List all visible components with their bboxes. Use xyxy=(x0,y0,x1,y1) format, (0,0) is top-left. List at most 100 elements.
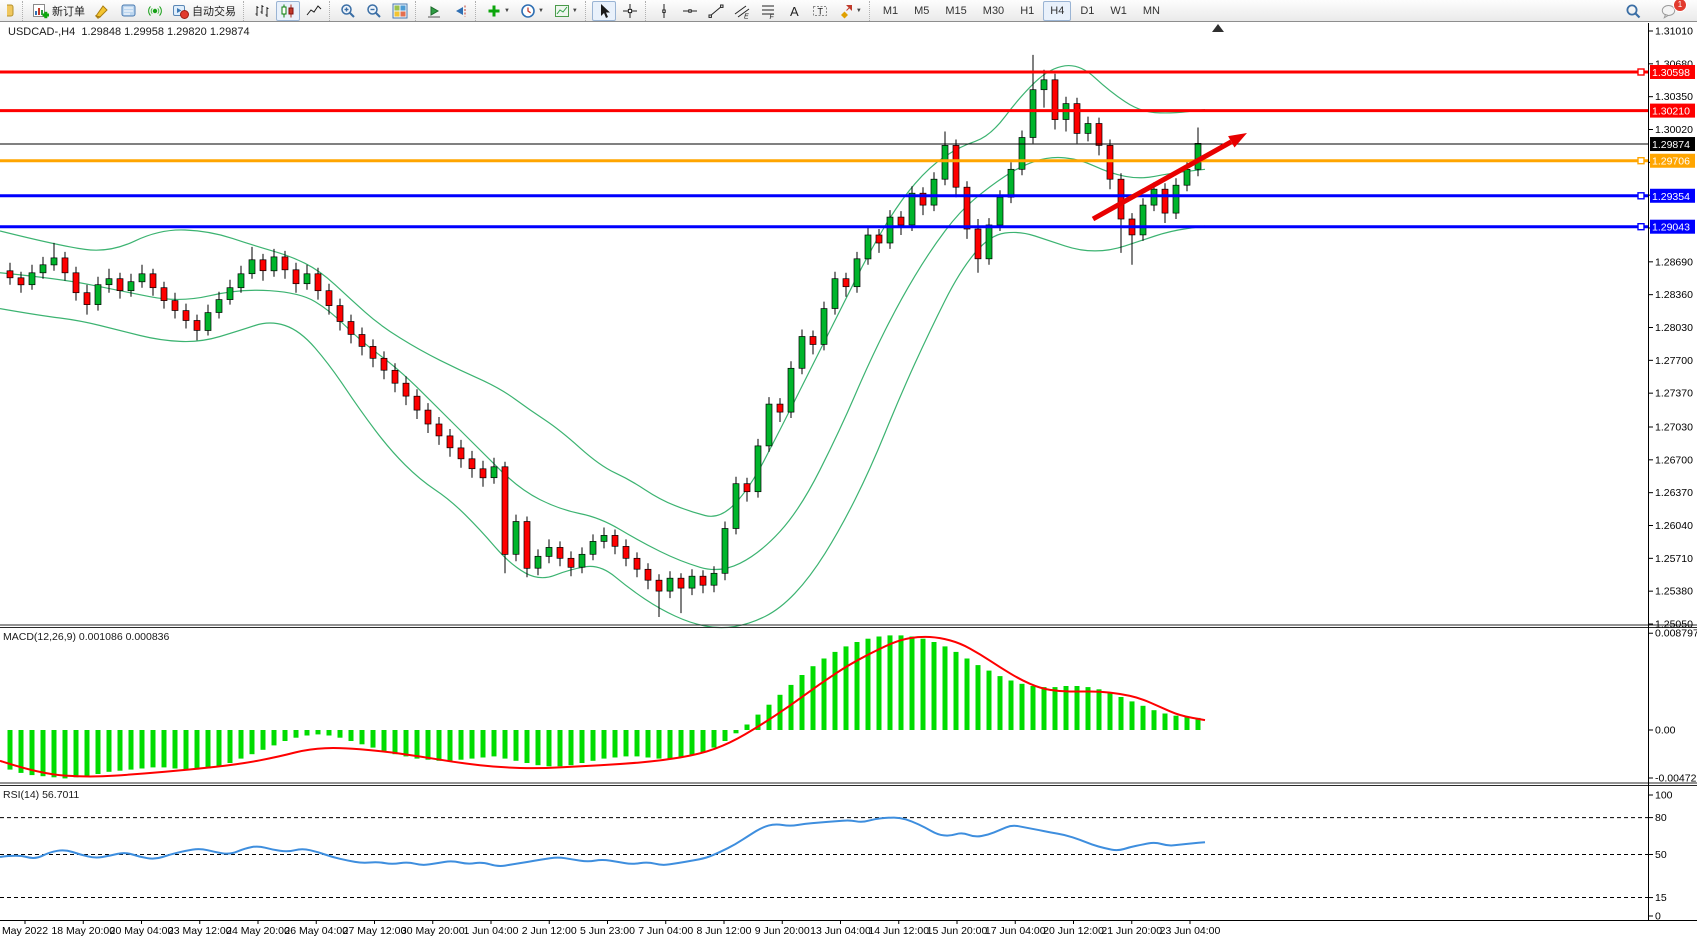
svg-text:1.27030: 1.27030 xyxy=(1655,421,1693,433)
price-tag-1.30210 xyxy=(1650,103,1695,118)
svg-text:100: 100 xyxy=(1655,790,1673,802)
text-button[interactable]: A xyxy=(782,1,806,21)
svg-text:2 Jun 12:00: 2 Jun 12:00 xyxy=(522,925,577,937)
market-watch-button[interactable] xyxy=(117,1,141,21)
crosshair-button[interactable] xyxy=(618,1,642,21)
timeframe-m30-button[interactable]: M30 xyxy=(982,4,1005,17)
svg-text:1 Jun 04:00: 1 Jun 04:00 xyxy=(464,925,519,937)
auto-trading-button[interactable]: 自动交易 xyxy=(169,1,240,21)
level-anchor-marker xyxy=(1637,192,1645,200)
svg-text:18 May 20:00: 18 May 20:00 xyxy=(51,925,115,937)
templates-icon xyxy=(554,3,570,19)
svg-text:1.31010: 1.31010 xyxy=(1655,26,1693,38)
macd-pane xyxy=(0,635,1206,779)
level-anchor-marker xyxy=(1637,222,1645,231)
dropdown-caret-icon: ▼ xyxy=(855,7,862,14)
svg-text:0: 0 xyxy=(1655,911,1661,923)
tile-windows-button[interactable] xyxy=(388,1,412,21)
timeframe-h1-button[interactable]: H1 xyxy=(1020,4,1035,17)
candlestick-chart-button[interactable] xyxy=(276,0,300,21)
signals-button[interactable] xyxy=(143,1,167,21)
text-label-button[interactable]: T xyxy=(808,1,832,21)
svg-text:80: 80 xyxy=(1655,812,1667,824)
timeframe-w1-button[interactable]: W1 xyxy=(1110,4,1127,17)
price-level-lines xyxy=(0,68,1648,231)
svg-text:T: T xyxy=(817,6,823,16)
price-tag-1.29354 xyxy=(1650,188,1695,203)
line-chart-button[interactable] xyxy=(302,1,326,21)
trendline-button[interactable] xyxy=(704,1,728,21)
toolbar-group-timeframes: M1 M5 M15 M30 H1 H4 D1 W1 MN xyxy=(868,0,1168,21)
svg-text:15 Jun 20:00: 15 Jun 20:00 xyxy=(927,925,988,937)
svg-text:May 2022: May 2022 xyxy=(2,925,48,937)
notifications-button[interactable]: 1 xyxy=(1657,0,1687,21)
vertical-line-button[interactable] xyxy=(652,1,676,21)
svg-text:1.30020: 1.30020 xyxy=(1655,124,1693,136)
svg-text:8 Jun 12:00: 8 Jun 12:00 xyxy=(697,925,752,937)
autotrading-icon xyxy=(173,3,189,19)
cursor-button[interactable] xyxy=(591,0,616,21)
svg-text:F: F xyxy=(769,14,774,19)
periods-button[interactable]: ▼ xyxy=(516,1,548,21)
timeframe-d1-button[interactable]: D1 xyxy=(1080,4,1095,17)
chart-ohlc-values: 1.29848 1.29958 1.29820 1.29874 xyxy=(81,26,250,38)
toolbar-group-trade: 新订单 自动交易 xyxy=(22,0,241,21)
timeframe-m15-button[interactable]: M15 xyxy=(945,4,967,17)
vline-icon xyxy=(656,3,672,19)
chart-shift-button[interactable] xyxy=(448,1,472,21)
timeframe-m5-button[interactable]: M5 xyxy=(914,4,930,17)
bar-chart-button[interactable] xyxy=(250,1,274,21)
bollinger-upper-band xyxy=(0,64,1206,517)
price-tag-1.30598 xyxy=(1650,64,1695,79)
dropdown-caret-icon: ▼ xyxy=(571,7,578,14)
chart-symbol-label: USDCAD-,H4 xyxy=(8,26,76,38)
timeframe-m1-button[interactable]: M1 xyxy=(882,4,899,17)
svg-text:1.29354: 1.29354 xyxy=(1652,191,1690,203)
svg-text:20 May 04:00: 20 May 04:00 xyxy=(110,925,174,937)
search-icon xyxy=(1625,3,1641,19)
svg-text:1.28360: 1.28360 xyxy=(1655,289,1693,301)
svg-text:27 May 12:00: 27 May 12:00 xyxy=(343,925,407,937)
svg-text:13 Jun 04:00: 13 Jun 04:00 xyxy=(810,925,871,937)
timeframe-h4-button[interactable]: H4 xyxy=(1043,0,1072,21)
fibonacci-button[interactable]: F xyxy=(756,1,780,21)
dropdown-caret-icon: ▼ xyxy=(537,7,544,14)
highlighter-icon xyxy=(95,3,111,19)
svg-text:1.29706: 1.29706 xyxy=(1652,156,1690,168)
toolbar-group-zoom xyxy=(329,0,413,21)
trend-arrow xyxy=(1091,133,1247,222)
search-button[interactable] xyxy=(1621,1,1645,21)
svg-text:23 Jun 04:00: 23 Jun 04:00 xyxy=(1160,925,1221,937)
equidistant-channel-button[interactable]: E xyxy=(730,1,754,21)
svg-text:21 Jun 20:00: 21 Jun 20:00 xyxy=(1101,925,1162,937)
rsi-indicator-label: RSI(14) 56.7011 xyxy=(3,789,80,801)
templates-button[interactable]: ▼ xyxy=(550,1,582,21)
indicators-button[interactable]: ▼ xyxy=(482,1,514,21)
svg-text:E: E xyxy=(744,13,749,19)
svg-text:23 May 12:00: 23 May 12:00 xyxy=(168,925,232,937)
styles-button[interactable] xyxy=(91,1,115,21)
auto-scroll-button[interactable] xyxy=(422,1,446,21)
new-order-button[interactable]: 新订单 xyxy=(29,1,89,21)
zoom-out-button[interactable] xyxy=(362,1,386,21)
svg-text:24 May 20:00: 24 May 20:00 xyxy=(226,925,290,937)
autoscroll-icon xyxy=(426,3,442,19)
timeframe-mn-button[interactable]: MN xyxy=(1142,4,1160,17)
bollinger-middle-band xyxy=(0,156,1206,571)
price-tag-1.29874 xyxy=(1650,137,1695,152)
horizontal-line-button[interactable] xyxy=(678,1,702,21)
svg-text:1.29874: 1.29874 xyxy=(1652,139,1690,151)
tile-icon xyxy=(392,3,408,19)
svg-text:14 Jun 12:00: 14 Jun 12:00 xyxy=(868,925,929,937)
arrows-button[interactable]: ▼ xyxy=(834,1,866,21)
indicators-icon xyxy=(486,3,502,19)
notification-badge: 1 xyxy=(1673,0,1687,12)
hline-icon xyxy=(682,3,698,19)
toolbar-group-edge xyxy=(2,1,20,21)
price-tag-1.29706 xyxy=(1650,153,1695,168)
svg-text:17 Jun 04:00: 17 Jun 04:00 xyxy=(985,925,1046,937)
zoom-in-button[interactable] xyxy=(336,1,360,21)
clipped-toolbar-icon[interactable] xyxy=(3,1,19,21)
